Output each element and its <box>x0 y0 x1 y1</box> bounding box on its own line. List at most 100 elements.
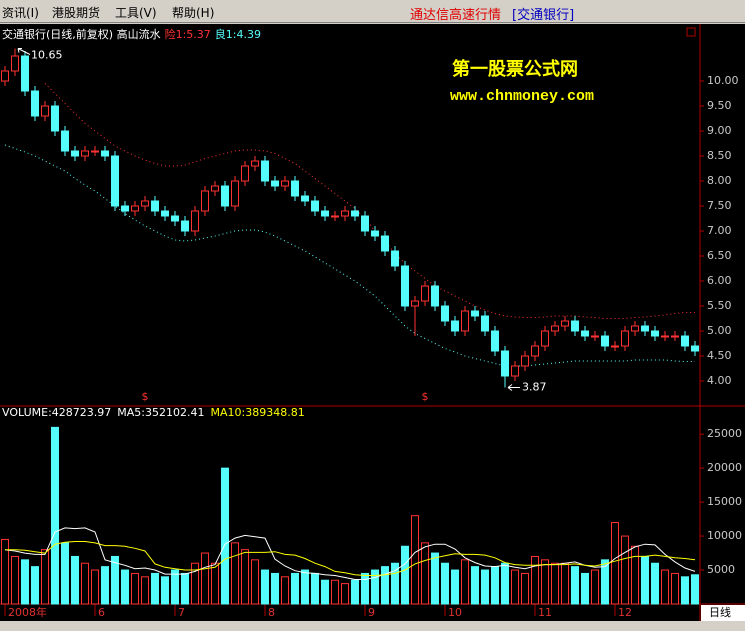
candle-body <box>661 335 669 338</box>
volume-bar <box>251 559 259 605</box>
volume-bar <box>661 569 669 605</box>
candle-body <box>561 320 569 327</box>
ma-line <box>5 541 696 576</box>
volume-bar <box>691 574 699 605</box>
candle-body <box>591 335 599 338</box>
volume-header: VOLUME:428723.97 MA5:352102.41 MA10:389348… <box>2 406 305 419</box>
volume-bar <box>431 552 439 605</box>
volume-bar <box>131 572 139 605</box>
volume-bar <box>411 515 419 605</box>
volume-bar <box>581 572 589 605</box>
volume-bar <box>171 569 179 605</box>
volume-bar <box>31 566 39 605</box>
volume-bar <box>281 576 289 605</box>
volume-bar <box>271 572 279 605</box>
candle-body <box>161 210 169 217</box>
volume-bar <box>291 572 299 605</box>
volume-bar <box>511 569 519 605</box>
candle-body <box>311 200 319 212</box>
candle-body <box>201 190 209 212</box>
menu-item[interactable]: 港股期货 <box>52 6 101 20</box>
y-tick-label: 10000 <box>707 529 742 542</box>
y-tick-label: 9.00 <box>707 124 732 137</box>
candle-body <box>301 195 309 202</box>
min-label: 3.87 <box>522 381 547 394</box>
candle-body <box>331 215 339 218</box>
candle-body <box>491 330 499 352</box>
ma-line <box>4 527 696 580</box>
candle-body <box>101 150 109 157</box>
y-tick-label: 10.00 <box>707 74 739 87</box>
volume-bar <box>601 559 609 605</box>
volume-bar <box>121 569 129 605</box>
volume-bar <box>391 562 399 605</box>
volume-bar <box>401 545 409 605</box>
menu-item[interactable]: 帮助(H) <box>172 6 215 20</box>
volume-bar <box>1 538 9 605</box>
volume-bar <box>321 579 329 605</box>
watermark: 第一股票公式网 <box>452 58 578 80</box>
candle-body <box>641 325 649 332</box>
candle-body <box>671 335 679 338</box>
volume-bar <box>421 542 429 605</box>
candle-body <box>121 205 129 212</box>
candle-body <box>501 350 509 377</box>
candle-body <box>551 325 559 332</box>
candle-body <box>151 200 159 212</box>
envelope-line <box>44 83 695 319</box>
candle-body <box>381 235 389 252</box>
candle-body <box>431 285 439 307</box>
y-tick-label: 15000 <box>707 495 742 508</box>
volume-bar <box>151 572 159 605</box>
volume-bar <box>201 552 209 605</box>
volume-bar <box>41 549 49 605</box>
volume-bar <box>591 569 599 605</box>
volume-bar <box>21 559 29 605</box>
volume-bar <box>631 545 639 605</box>
candle-body <box>441 305 449 322</box>
volume-bar <box>61 542 69 605</box>
annotation-arrow <box>507 384 520 391</box>
volume-bar <box>341 583 349 605</box>
candle-body <box>231 180 239 207</box>
candle-body <box>601 335 609 347</box>
candle-body <box>81 150 89 157</box>
x-tick-label: 7 <box>178 606 185 619</box>
status-strip <box>0 621 745 631</box>
volume-bar <box>441 562 449 605</box>
volume-bar <box>81 562 89 605</box>
volume-bar <box>471 566 479 605</box>
candle-body <box>281 180 289 187</box>
chart-bg <box>0 24 745 621</box>
candle-body <box>11 55 19 72</box>
volume-bar <box>501 562 509 605</box>
period-box[interactable] <box>701 605 745 621</box>
candle-body <box>681 335 689 347</box>
menu-item[interactable]: 资讯(I) <box>2 6 39 20</box>
volume-bar <box>491 566 499 605</box>
volume-bar <box>371 569 379 605</box>
candle-body <box>21 55 29 92</box>
menu-item[interactable]: 工具(V) <box>115 6 157 20</box>
volume-bar <box>111 555 119 605</box>
volume-bar <box>381 566 389 605</box>
y-tick-label: 5.00 <box>707 324 732 337</box>
volume-bar <box>551 562 559 605</box>
candle-body <box>171 215 179 222</box>
volume-bar <box>531 555 539 605</box>
candle-body <box>341 210 349 217</box>
candle-body <box>361 215 369 232</box>
candle-body <box>291 180 299 197</box>
candle-body <box>521 355 529 367</box>
volume-bar <box>671 572 679 605</box>
volume-bar <box>181 572 189 605</box>
candle-body <box>631 325 639 332</box>
x-tick-label: 12 <box>618 606 632 619</box>
candle-body <box>621 330 629 347</box>
panel-button[interactable] <box>686 27 696 37</box>
candle-body <box>451 320 459 332</box>
candle-body <box>41 105 49 117</box>
period-label[interactable]: 日线 <box>709 605 731 619</box>
x-tick-label: 2008年 <box>8 605 47 619</box>
